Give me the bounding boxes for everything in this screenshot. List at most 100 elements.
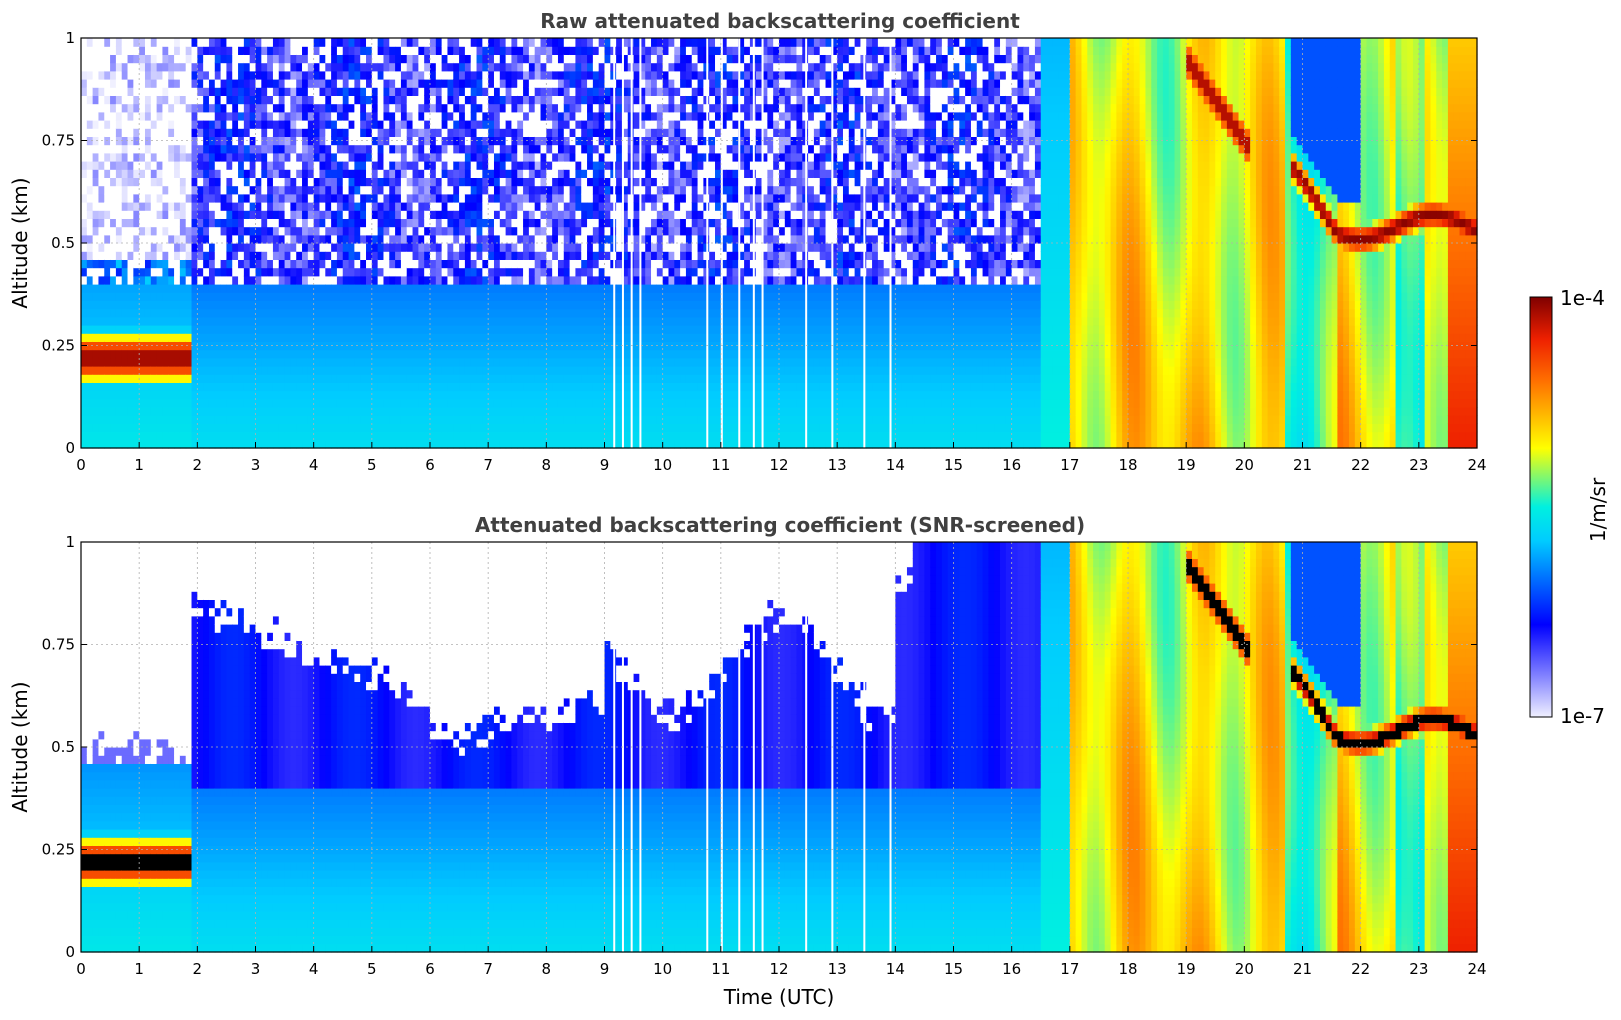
heatmap-cell [232,374,238,383]
heatmap-cell [180,350,186,359]
heatmap-cell [104,284,110,293]
heatmap-cell [151,423,157,432]
heatmap-cell [81,218,87,227]
heatmap-cell [302,38,308,47]
heatmap-cell [151,432,157,441]
heatmap-cell [139,309,145,318]
heatmap-cell [256,350,262,359]
heatmap-cell [180,161,186,170]
heatmap-cell [319,366,325,375]
heatmap-cell [302,104,308,113]
heatmap-cell [279,399,285,408]
heatmap-cell [290,268,296,277]
heatmap-cell [87,432,93,441]
heatmap-cell [209,186,215,195]
heatmap-cell [226,120,232,129]
heatmap-cell [157,407,163,416]
heatmap-cell [290,71,296,80]
heatmap-cell [151,300,157,309]
heatmap-cell [98,432,104,441]
heatmap-cell [81,63,87,72]
heatmap-cell [331,309,337,318]
heatmap-cell [186,358,192,367]
heatmap-cell [186,317,192,326]
heatmap-cell [319,63,325,72]
heatmap-cell [203,251,209,260]
heatmap-cell [319,325,325,334]
heatmap-cell [116,325,122,334]
heatmap-cell [151,440,157,449]
heatmap-cell [162,71,168,80]
heatmap-cell [273,210,279,219]
heatmap-cell [168,104,174,113]
heatmap-cell [256,317,262,326]
heatmap-cell [116,358,122,367]
heatmap-cell [81,251,87,260]
heatmap-cell [203,161,209,170]
heatmap-cell [197,177,203,186]
heatmap-cell [104,210,110,219]
heatmap-cell [244,300,250,309]
heatmap-cell [314,54,320,63]
heatmap-cell [87,399,93,408]
heatmap-cell [168,292,174,301]
heatmap-cell [139,169,145,178]
heatmap-cell [174,350,180,359]
heatmap-cell [203,227,209,236]
heatmap-cell [285,145,291,154]
heatmap-cell [128,350,134,359]
heatmap-cell [162,358,168,367]
heatmap-cell [215,325,221,334]
heatmap-cell [302,177,308,186]
heatmap-cell [261,63,267,72]
heatmap-cell [174,38,180,47]
heatmap-cell [168,333,174,342]
heatmap-cell [174,391,180,400]
heatmap-cell [139,128,145,137]
heatmap-cell [238,112,244,121]
heatmap-cell [203,292,209,301]
heatmap-cell [93,358,99,367]
heatmap-cell [157,71,163,80]
heatmap-cell [93,145,99,154]
heatmap-cell [302,399,308,408]
heatmap-cell [203,202,209,211]
heatmap-cell [319,194,325,203]
heatmap-cell [273,186,279,195]
heatmap-cell [244,432,250,441]
heatmap-cell [116,63,122,72]
heatmap-cell [128,235,134,244]
heatmap-cell [238,38,244,47]
heatmap-cell [104,399,110,408]
heatmap-cell [145,399,151,408]
heatmap-cell [226,382,232,391]
heatmap-cell [98,128,104,137]
heatmap-cell [128,104,134,113]
heatmap-cell [203,186,209,195]
heatmap-cell [209,325,215,334]
heatmap-cell [285,325,291,334]
heatmap-cell [93,317,99,326]
heatmap-cell [145,153,151,162]
heatmap-cell [296,120,302,129]
heatmap-cell [157,300,163,309]
heatmap-cell [325,432,331,441]
heatmap-cell [244,391,250,400]
heatmap-cell [174,46,180,55]
heatmap-cell [279,268,285,277]
heatmap-cell [290,317,296,326]
heatmap-cell [168,169,174,178]
heatmap-cell [128,325,134,334]
heatmap-cell [221,358,227,367]
heatmap-cell [296,227,302,236]
heatmap-cell [215,54,221,63]
heatmap-cell [116,194,122,203]
heatmap-cell [267,407,273,416]
heatmap-cell [314,87,320,96]
heatmap-cell [209,71,215,80]
heatmap-cell [81,292,87,301]
heatmap-cell [87,325,93,334]
heatmap-cell [325,292,331,301]
heatmap-cell [81,112,87,121]
heatmap-cell [285,309,291,318]
